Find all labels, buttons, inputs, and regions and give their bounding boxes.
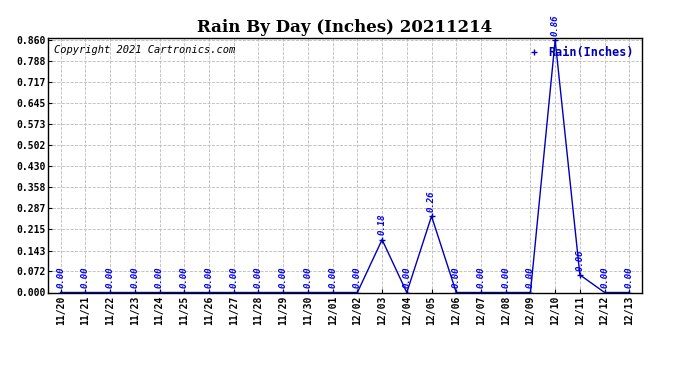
- Text: 0.00: 0.00: [155, 267, 164, 288]
- Text: 0.00: 0.00: [452, 267, 461, 288]
- Text: 0.00: 0.00: [279, 267, 288, 288]
- Text: 0.00: 0.00: [625, 267, 634, 288]
- Text: 0.00: 0.00: [477, 267, 486, 288]
- Text: 0.00: 0.00: [130, 267, 139, 288]
- Title: Rain By Day (Inches) 20211214: Rain By Day (Inches) 20211214: [197, 19, 493, 36]
- Text: 0.00: 0.00: [56, 267, 65, 288]
- Text: 0.18: 0.18: [377, 214, 386, 236]
- Text: 0.06: 0.06: [575, 249, 584, 271]
- Text: 0.00: 0.00: [254, 267, 263, 288]
- Text: 0.00: 0.00: [81, 267, 90, 288]
- Text: 0.00: 0.00: [501, 267, 510, 288]
- Text: Copyright 2021 Cartronics.com: Copyright 2021 Cartronics.com: [55, 45, 235, 55]
- Text: 0.00: 0.00: [180, 267, 189, 288]
- Text: 0.00: 0.00: [229, 267, 238, 288]
- Text: 0.00: 0.00: [204, 267, 213, 288]
- Text: 0.00: 0.00: [106, 267, 115, 288]
- Text: 0.00: 0.00: [328, 267, 337, 288]
- Text: 0.26: 0.26: [427, 190, 436, 212]
- Text: 0.86: 0.86: [551, 14, 560, 36]
- Text: 0.00: 0.00: [600, 267, 609, 288]
- Text: 0.00: 0.00: [353, 267, 362, 288]
- Text: 0.00: 0.00: [304, 267, 313, 288]
- Text: 0.00: 0.00: [402, 267, 411, 288]
- Text: 0.00: 0.00: [526, 267, 535, 288]
- Legend: Rain(Inches): Rain(Inches): [526, 44, 635, 61]
